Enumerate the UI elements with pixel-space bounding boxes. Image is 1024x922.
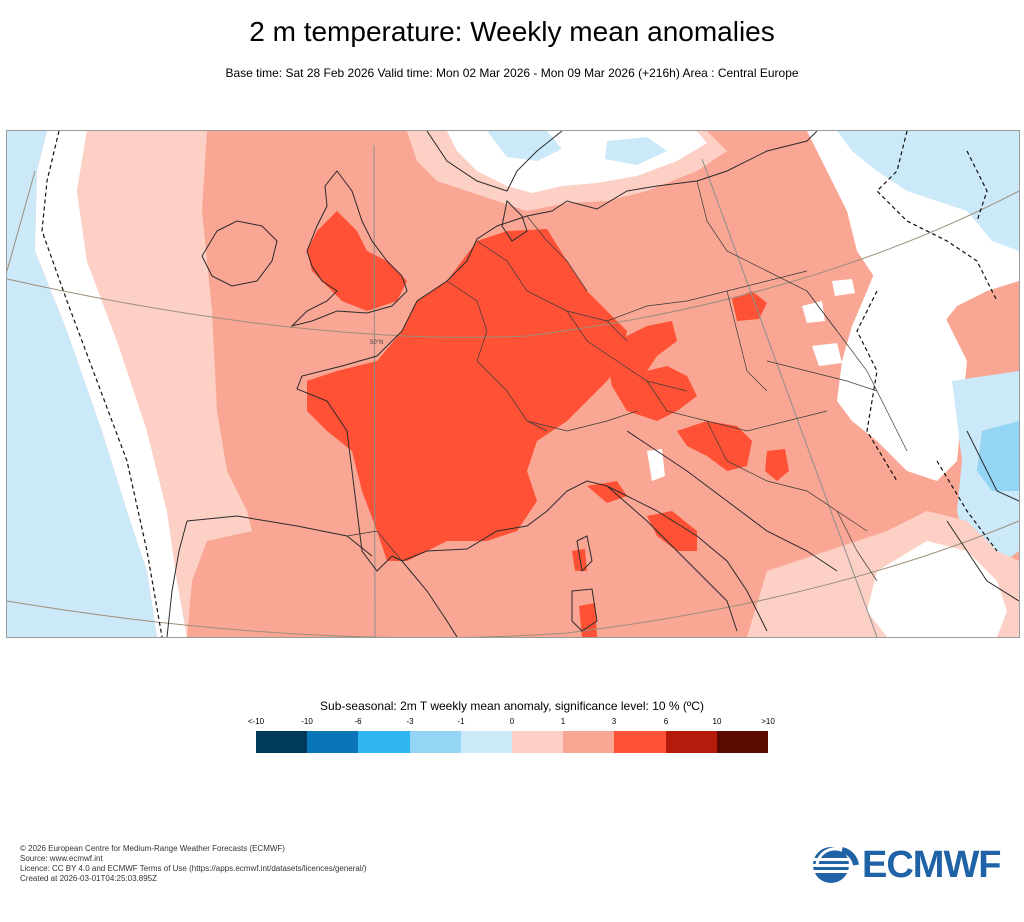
meridian-far-west xyxy=(7,170,36,272)
ecmwf-logo-text: ECMWF xyxy=(862,844,1002,886)
tick-minus-10: -10 xyxy=(301,717,313,726)
legend-swatch-2 xyxy=(358,731,410,753)
northeast-cool-area xyxy=(837,131,1019,251)
legend-swatch-0 xyxy=(256,731,308,753)
country-borders xyxy=(346,180,908,582)
ecmwf-logo-icon xyxy=(812,847,860,883)
legend-title: Sub-seasonal: 2m T weekly mean anomaly, … xyxy=(320,699,704,713)
tick-plus-1: 1 xyxy=(560,717,566,726)
tick-minus-3: -3 xyxy=(406,717,414,726)
central-warm-area xyxy=(607,321,697,421)
meridian-east xyxy=(701,158,878,637)
black-sea-cool-area xyxy=(977,421,1019,491)
legend-swatch-6 xyxy=(563,731,615,753)
copyright-text: © 2026 European Centre for Medium-Range … xyxy=(20,844,285,853)
atlantic-light-warm-band xyxy=(77,131,252,637)
significance-contours xyxy=(41,131,998,637)
map-svg: 50°N xyxy=(7,131,1019,637)
legend-colorbar xyxy=(256,731,769,753)
latitude-line-upper xyxy=(7,190,1019,338)
tick-minus-6: -6 xyxy=(354,717,362,726)
footer-credits: © 2026 European Centre for Medium-Range … xyxy=(20,844,367,884)
legend-swatch-8 xyxy=(665,731,717,753)
east-neutral-area xyxy=(837,261,967,481)
meridian-west xyxy=(373,144,376,637)
italy-warm-patches xyxy=(572,481,697,637)
western-europe-warm-core xyxy=(307,229,627,561)
chart-subtitle: Base time: Sat 28 Feb 2026 Valid time: M… xyxy=(225,66,799,80)
atlantic-cool-area xyxy=(7,131,157,637)
chart-title: 2 m temperature: Weekly mean anomalies xyxy=(249,16,775,47)
tick-minus-1: -1 xyxy=(457,717,465,726)
legend-swatch-5 xyxy=(512,731,564,753)
tick-gt-10: >10 xyxy=(761,717,775,726)
tick-plus-6: 6 xyxy=(663,717,669,726)
legend-ticks: <-10 -10 -6 -3 -1 0 1 3 6 10 >10 xyxy=(236,717,788,729)
tick-plus-10: 10 xyxy=(712,717,722,726)
tick-plus-3: 3 xyxy=(611,717,617,726)
legend-swatch-1 xyxy=(307,731,359,753)
anomaly-map: 50°N xyxy=(6,130,1020,638)
legend-swatch-7 xyxy=(614,731,666,753)
tick-zero: 0 xyxy=(509,717,515,726)
legend-swatch-4 xyxy=(460,731,513,753)
tick-lt-minus-10: <-10 xyxy=(247,717,265,726)
legend-swatch-9 xyxy=(716,731,769,753)
latitude-line-lower xyxy=(7,520,1019,637)
ecmwf-logo: ECMWF xyxy=(812,846,1008,884)
source-text: Source: www.ecmwf.int xyxy=(20,854,103,863)
licence-text: Licence: CC BY 4.0 and ECMWF Terms of Us… xyxy=(20,864,367,873)
coastlines xyxy=(166,131,1019,637)
greece-white-area xyxy=(867,541,1007,637)
latitude-label: 50°N xyxy=(370,340,383,346)
balkan-warm-patches xyxy=(677,421,789,481)
atlantic-neutral-band xyxy=(35,131,187,637)
created-text: Created at 2026-03-01T04:25:03.895Z xyxy=(20,874,157,883)
uk-warm-area xyxy=(307,211,407,311)
legend-swatch-3 xyxy=(409,731,461,753)
poland-warm-patch xyxy=(732,291,767,321)
